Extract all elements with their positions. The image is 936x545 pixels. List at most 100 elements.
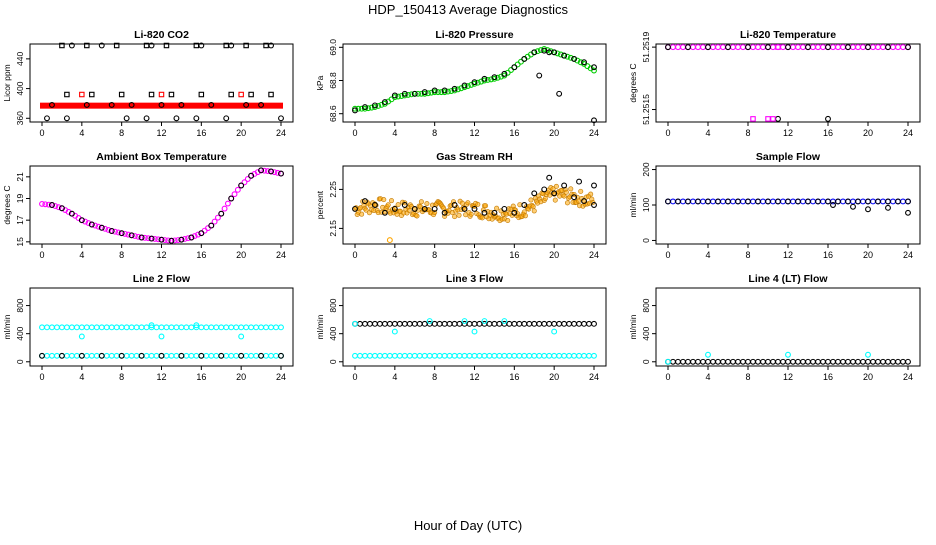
data-point — [435, 89, 441, 96]
data-point — [363, 207, 369, 213]
data-point — [501, 205, 508, 212]
x-tick-label: 16 — [196, 250, 206, 260]
data-point — [426, 352, 433, 359]
data-point — [531, 320, 538, 327]
data-point — [173, 115, 180, 122]
data-point — [700, 358, 706, 365]
data-point — [98, 224, 105, 231]
data-point — [181, 235, 188, 242]
data-point — [421, 320, 428, 327]
x-tick-label: 24 — [589, 250, 599, 260]
data-point — [476, 352, 483, 359]
data-point — [201, 227, 208, 234]
data-point — [511, 64, 518, 71]
x-tick-label: 20 — [549, 128, 559, 138]
data-point — [88, 221, 95, 228]
x-tick-label: 8 — [119, 128, 124, 138]
data-point — [556, 90, 563, 97]
data-point — [750, 116, 756, 122]
data-point — [83, 352, 90, 359]
data-point — [165, 237, 172, 244]
data-point — [840, 198, 846, 205]
data-point — [93, 352, 100, 359]
data-point — [128, 232, 135, 239]
x-tick-label: 20 — [549, 372, 559, 382]
data-point — [191, 233, 198, 240]
data-point — [58, 324, 65, 331]
data-point — [178, 352, 185, 359]
data-point — [670, 358, 676, 365]
data-point — [113, 42, 120, 49]
data-point — [371, 202, 378, 208]
data-point — [456, 212, 462, 218]
data-point — [248, 91, 254, 98]
data-point — [49, 324, 55, 331]
data-point — [118, 230, 125, 237]
data-point — [865, 206, 871, 213]
data-point — [725, 198, 731, 205]
data-point — [218, 210, 225, 217]
data-point — [785, 198, 791, 205]
data-point — [98, 324, 105, 331]
data-point — [241, 179, 248, 186]
data-point — [685, 358, 691, 365]
data-point — [820, 358, 826, 365]
data-point — [198, 324, 205, 331]
y-tick-label: 200 — [641, 162, 651, 176]
data-point — [895, 198, 901, 205]
data-point — [133, 352, 140, 359]
data-point — [471, 205, 478, 212]
data-point — [415, 90, 422, 97]
data-point — [158, 324, 165, 331]
data-point — [396, 352, 403, 359]
data-point — [531, 190, 538, 197]
y-tick-label: 400 — [15, 81, 25, 95]
data-point — [418, 199, 424, 205]
data-point — [695, 44, 701, 51]
data-point — [416, 352, 423, 359]
data-point — [780, 358, 786, 365]
data-point — [418, 90, 425, 97]
data-point — [805, 358, 811, 365]
data-point — [405, 91, 412, 98]
data-point — [576, 198, 582, 204]
data-point — [581, 59, 587, 66]
data-point — [755, 358, 761, 365]
data-point — [481, 75, 488, 82]
series-2 — [665, 198, 911, 216]
data-point — [78, 333, 85, 340]
data-point — [148, 42, 155, 49]
data-point — [178, 101, 185, 108]
data-point — [352, 205, 358, 212]
data-point — [386, 320, 393, 327]
data-point — [366, 320, 373, 327]
data-point — [780, 198, 786, 205]
data-point — [168, 324, 175, 331]
data-point — [471, 79, 478, 86]
panel-4: Ambient Box Temperature degrees C 0 4 8 12 16 2… — [2, 151, 294, 260]
data-point — [496, 320, 503, 327]
data-point — [521, 202, 528, 208]
data-point — [675, 44, 681, 51]
data-point — [243, 352, 250, 359]
data-point — [73, 324, 80, 331]
data-point — [865, 351, 871, 358]
data-point — [775, 44, 781, 50]
data-point — [825, 198, 831, 205]
data-point — [461, 318, 468, 324]
series-4 — [79, 91, 244, 98]
data-point — [452, 214, 458, 220]
series-2 — [352, 174, 597, 216]
data-point — [238, 182, 245, 189]
plot-frame — [29, 165, 294, 245]
data-point — [795, 198, 801, 205]
data-point — [411, 320, 418, 327]
data-point — [381, 209, 388, 216]
data-point — [553, 183, 559, 189]
data-point — [376, 320, 383, 327]
data-point — [68, 42, 75, 49]
data-point — [52, 203, 59, 210]
data-point — [850, 358, 856, 365]
data-point — [375, 103, 382, 109]
data-point — [208, 352, 215, 359]
